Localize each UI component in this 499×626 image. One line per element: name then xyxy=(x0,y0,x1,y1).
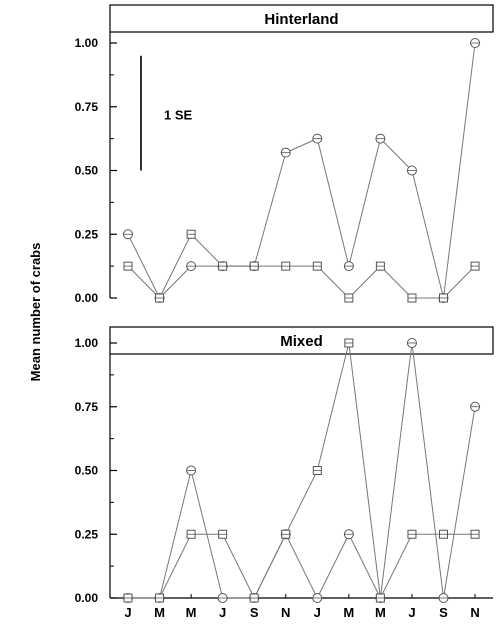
data-point-square xyxy=(123,593,133,603)
data-point-circle xyxy=(343,261,354,272)
data-point-square xyxy=(407,293,417,303)
data-point-square xyxy=(312,261,322,271)
data-point-circle xyxy=(280,147,291,158)
x-tick-label: M xyxy=(186,605,197,620)
data-point-square xyxy=(249,261,259,271)
x-tick-label: N xyxy=(470,605,479,620)
x-tick-label: J xyxy=(408,605,415,620)
y-tick-label: 0.00 xyxy=(75,591,99,605)
data-point-square xyxy=(439,293,448,303)
data-point-square xyxy=(249,593,259,603)
data-point-circle xyxy=(470,401,481,412)
data-point-circle xyxy=(343,529,354,540)
data-point-square xyxy=(439,529,448,539)
data-point-square xyxy=(470,529,480,539)
x-tick-label: M xyxy=(154,605,165,620)
data-point-square xyxy=(155,593,165,603)
data-point-circle xyxy=(406,165,417,176)
x-tick-label: S xyxy=(250,605,259,620)
data-point-square xyxy=(344,293,354,303)
panel-title-box xyxy=(109,4,494,33)
data-point-square xyxy=(344,338,354,348)
y-tick-label: 0.50 xyxy=(75,464,99,478)
data-point-circle xyxy=(186,261,197,272)
data-point-circle xyxy=(312,593,323,603)
data-point-square xyxy=(375,261,385,271)
data-point-circle xyxy=(406,338,417,348)
series-line-circle xyxy=(128,342,476,600)
data-point-circle xyxy=(217,593,228,603)
data-point-circle xyxy=(186,465,197,476)
x-tick-label: S xyxy=(439,605,448,620)
x-tick-label: M xyxy=(375,605,386,620)
data-point-square xyxy=(281,529,291,539)
data-point-circle xyxy=(438,593,449,603)
series-line-circle xyxy=(127,42,476,299)
data-point-circle xyxy=(375,133,386,144)
data-point-square xyxy=(407,529,417,539)
data-point-square xyxy=(218,261,228,271)
y-tick-label: 1.00 xyxy=(75,336,99,350)
data-point-square xyxy=(375,593,385,603)
y-tick-label: 0.50 xyxy=(75,164,99,178)
panel-title: Mixed xyxy=(280,333,323,350)
x-tick-label: M xyxy=(343,605,354,620)
y-tick-label: 0.00 xyxy=(75,291,99,305)
series-line-square xyxy=(127,233,476,299)
panel-title: Hinterland xyxy=(264,11,338,28)
se-label: 1 SE xyxy=(164,107,193,122)
x-tick-label: J xyxy=(124,605,131,620)
data-point-square xyxy=(281,261,291,271)
x-tick-label: J xyxy=(219,605,226,620)
data-point-square xyxy=(186,529,196,539)
y-axis-label: Mean number of crabs xyxy=(28,243,43,382)
data-point-square xyxy=(123,261,133,271)
series-line-square xyxy=(128,342,476,600)
data-point-circle xyxy=(470,38,481,48)
data-point-square xyxy=(186,229,196,239)
x-tick-label: J xyxy=(314,605,321,620)
data-point-square xyxy=(155,293,165,303)
data-point-square xyxy=(312,466,322,475)
y-tick-label: 0.75 xyxy=(75,400,99,414)
data-point-circle xyxy=(123,229,133,240)
panel-title-box xyxy=(109,326,494,355)
y-tick-label: 0.25 xyxy=(75,527,99,541)
y-tick-label: 0.25 xyxy=(75,227,99,241)
y-tick-label: 0.75 xyxy=(75,100,99,114)
x-tick-label: N xyxy=(281,605,290,620)
data-point-square xyxy=(470,261,480,271)
data-point-square xyxy=(218,529,228,539)
y-tick-label: 1.00 xyxy=(75,36,99,50)
data-point-circle xyxy=(312,133,323,144)
